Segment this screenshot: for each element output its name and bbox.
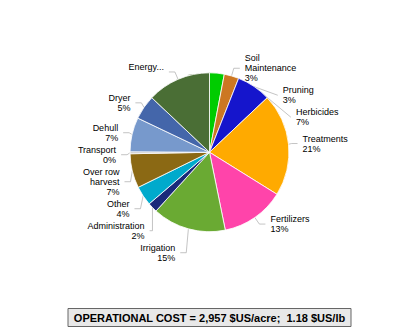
svg-text:Administration: Administration — [88, 221, 145, 231]
svg-text:Herbicides: Herbicides — [296, 107, 339, 117]
svg-text:Treatments: Treatments — [303, 134, 349, 144]
svg-text:3%: 3% — [283, 95, 296, 105]
svg-text:0%: 0% — [103, 155, 116, 165]
svg-text:Pruning: Pruning — [283, 85, 314, 95]
svg-text:Energy...: Energy... — [129, 62, 164, 72]
svg-text:13%: 13% — [270, 224, 288, 234]
svg-text:Dehull: Dehull — [93, 123, 119, 133]
svg-text:3%: 3% — [245, 73, 258, 83]
svg-text:15%: 15% — [157, 253, 175, 263]
svg-text:OPERATIONAL COST = 2,957 $US/a: OPERATIONAL COST = 2,957 $US/acre; 1.18 … — [74, 312, 346, 324]
svg-text:2%: 2% — [132, 231, 145, 241]
svg-text:Other: Other — [107, 199, 130, 209]
svg-text:7%: 7% — [105, 133, 118, 143]
svg-text:Irrigation: Irrigation — [140, 243, 175, 253]
svg-text:Transport: Transport — [78, 145, 117, 155]
svg-text:7%: 7% — [106, 187, 119, 197]
svg-text:7%: 7% — [296, 117, 309, 127]
svg-text:5%: 5% — [117, 103, 130, 113]
svg-text:Soil: Soil — [245, 53, 260, 63]
svg-text:Maintenance: Maintenance — [245, 63, 297, 73]
svg-text:4%: 4% — [116, 209, 129, 219]
svg-text:harvest: harvest — [90, 177, 120, 187]
svg-text:Fertilizers: Fertilizers — [270, 214, 310, 224]
svg-text:21%: 21% — [303, 144, 321, 154]
svg-text:Dryer: Dryer — [108, 93, 130, 103]
svg-text:Over row: Over row — [83, 167, 120, 177]
